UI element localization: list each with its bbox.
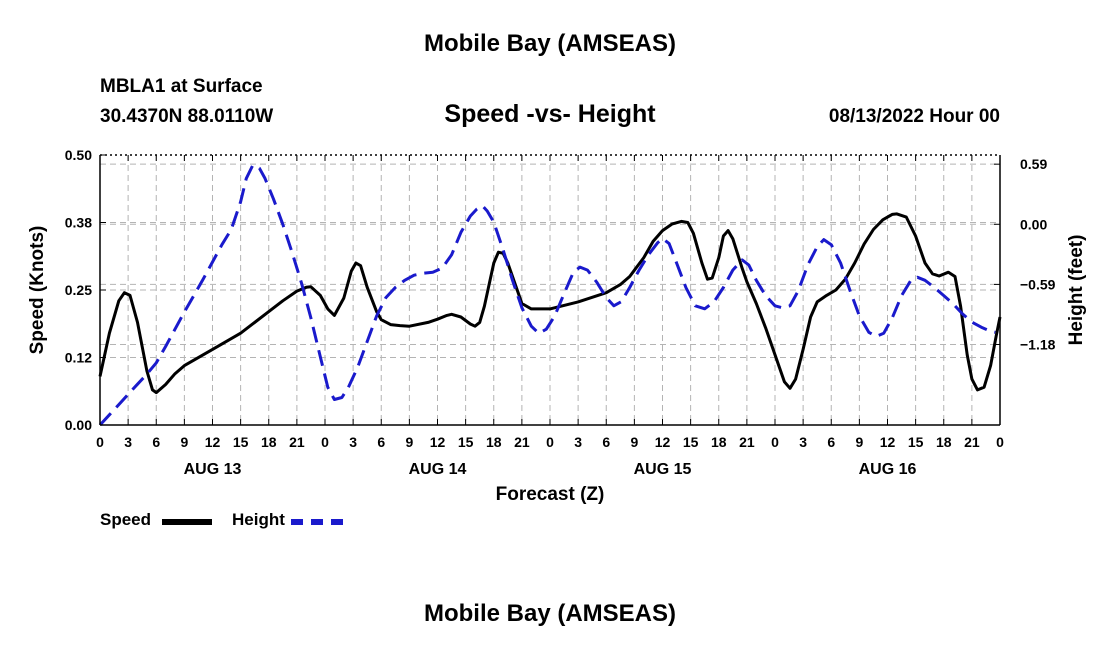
x-tick-label: 9 — [180, 434, 188, 450]
speed-series-line — [98, 212, 1002, 395]
day-label: AUG 16 — [859, 461, 917, 478]
x-tick-label: 3 — [124, 434, 132, 450]
station-label: MBLA1 at Surface — [100, 76, 263, 97]
x-tick-label: 12 — [205, 434, 221, 450]
day-label: AUG 13 — [184, 461, 242, 478]
grid-layer — [100, 155, 1000, 425]
x-tick-label: 18 — [486, 434, 502, 450]
y2-tick-label: 0.59 — [1020, 156, 1047, 172]
height-series-line — [98, 163, 996, 427]
x-tick-label: 12 — [880, 434, 896, 450]
x-tick-label: 21 — [739, 434, 755, 450]
chart-main-title: Mobile Bay (AMSEAS) — [423, 30, 677, 57]
x-tick-label: 12 — [655, 434, 671, 450]
day-label: AUG 14 — [409, 461, 467, 478]
y-tick-label: 0.38 — [65, 215, 92, 231]
labels-layer: 0 3 6 9 12 15 18 21 0 3 6 9 12 15 18 21 0 3 6 9 12 15 18 21 0 3 6 9… — [27, 147, 1087, 505]
series-layer — [98, 163, 1002, 427]
x-tick-label: 6 — [152, 434, 160, 450]
coordinates-label: 30.4370N 88.0110W — [100, 106, 274, 127]
y2-axis-title: Height (feet) — [1066, 235, 1087, 346]
x-tick-label: 15 — [908, 434, 924, 450]
y2-tick-label: −1.18 — [1020, 337, 1056, 353]
y2-tick-label: −0.59 — [1020, 276, 1056, 292]
x-tick-label: 6 — [827, 434, 835, 450]
y-axis-title: Speed (Knots) — [27, 226, 48, 355]
legend-height-label: Height — [232, 510, 285, 529]
y-tick-label: 0.12 — [65, 350, 92, 366]
x-tick-label: 15 — [233, 434, 249, 450]
x-tick-label: 6 — [377, 434, 385, 450]
y-tick-label: 0.25 — [65, 282, 92, 298]
legend-speed-label: Speed — [100, 510, 152, 529]
x-tick-label: 15 — [458, 434, 474, 450]
x-tick-label: 0 — [96, 434, 104, 450]
x-tick-label: 0 — [996, 434, 1004, 450]
x-tick-label: 18 — [711, 434, 727, 450]
axes-layer — [99, 154, 1001, 426]
legend-speed-swatch — [162, 519, 212, 525]
footer-title: Mobile Bay (AMSEAS) — [423, 600, 677, 627]
x-tick-label: 21 — [289, 434, 305, 450]
x-tick-label: 18 — [261, 434, 277, 450]
x-tick-label: 0 — [321, 434, 329, 450]
x-tick-label: 9 — [630, 434, 638, 450]
x-tick-label: 6 — [602, 434, 610, 450]
x-tick-label: 3 — [574, 434, 582, 450]
x-tick-label: 9 — [405, 434, 413, 450]
chart-subtitle: Speed -vs- Height — [444, 100, 656, 128]
x-tick-label: 3 — [349, 434, 357, 450]
x-tick-label: 9 — [855, 434, 863, 450]
x-axis-title: Forecast (Z) — [496, 484, 605, 505]
y-tick-label: 0.50 — [65, 147, 92, 163]
x-tick-label: 0 — [546, 434, 554, 450]
x-tick-label: 21 — [964, 434, 980, 450]
y-tick-label: 0.00 — [65, 417, 92, 433]
x-tick-label: 3 — [799, 434, 807, 450]
x-tick-label: 21 — [514, 434, 530, 450]
legend-height-swatch — [291, 519, 343, 525]
x-tick-label: 15 — [683, 434, 699, 450]
forecast-datetime: 08/13/2022 Hour 00 — [828, 106, 1000, 127]
y2-tick-label: 0.00 — [1020, 216, 1047, 232]
day-label: AUG 15 — [634, 461, 692, 478]
x-tick-label: 12 — [430, 434, 446, 450]
x-tick-label: 0 — [771, 434, 779, 450]
x-tick-label: 18 — [936, 434, 952, 450]
